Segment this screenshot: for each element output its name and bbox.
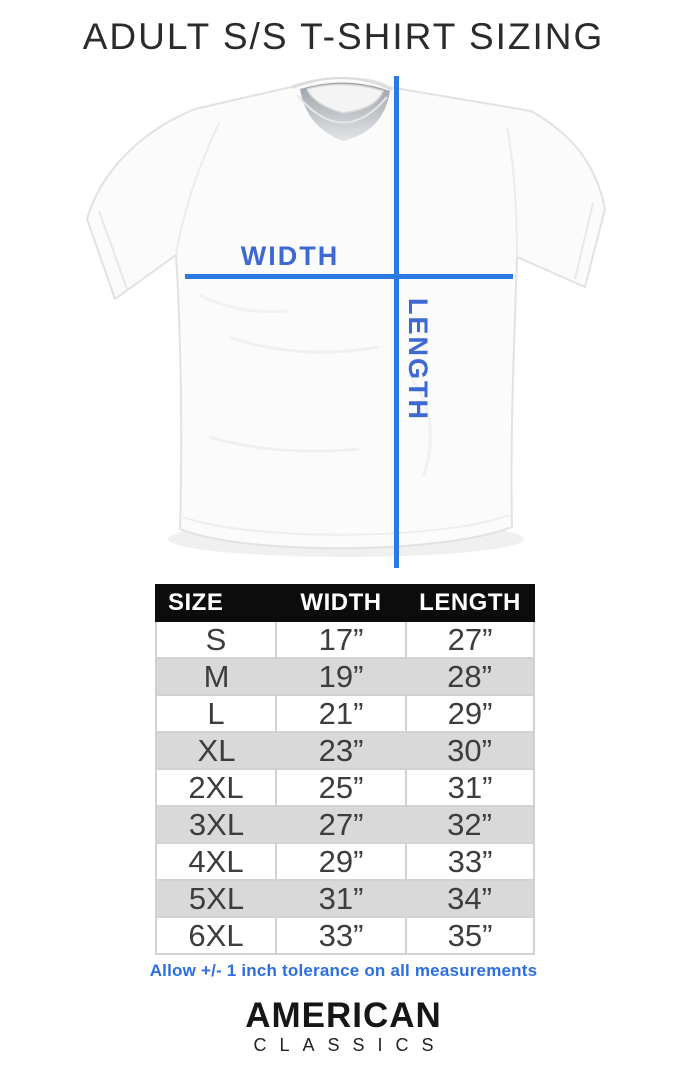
width-measure-line: [185, 274, 513, 279]
cell-width: 31”: [276, 879, 406, 918]
cell-size: 5XL: [156, 879, 276, 918]
cell-size: 3XL: [156, 805, 276, 844]
table-row: S 17” 27”: [155, 620, 535, 659]
cell-length: 32”: [406, 805, 534, 844]
cell-length: 34”: [406, 879, 534, 918]
cell-size: XL: [156, 731, 276, 770]
column-header-width: WIDTH: [275, 584, 407, 622]
cell-length: 35”: [405, 916, 535, 955]
table-row: L 21” 29”: [155, 694, 535, 733]
cell-width: 19”: [276, 657, 406, 696]
cell-size: L: [155, 694, 277, 733]
table-row: 3XL 27” 32”: [156, 805, 534, 844]
table-header-row: SIZE WIDTH LENGTH: [155, 584, 535, 622]
tshirt-image: [86, 77, 606, 557]
cell-width: 21”: [275, 694, 407, 733]
table-row: 5XL 31” 34”: [156, 879, 534, 918]
cell-width: 17”: [275, 620, 407, 659]
cell-width: 33”: [275, 916, 407, 955]
table-row: XL 23” 30”: [156, 731, 534, 770]
cell-length: 33”: [405, 842, 535, 881]
table-row: M 19” 28”: [156, 657, 534, 696]
cell-width: 23”: [276, 731, 406, 770]
cell-size: 2XL: [155, 768, 277, 807]
cell-width: 25”: [275, 768, 407, 807]
cell-length: 30”: [406, 731, 534, 770]
brand-logo: AMERICAN CLASSICS: [0, 998, 687, 1054]
column-header-length: LENGTH: [405, 584, 535, 622]
table-row: 6XL 33” 35”: [155, 916, 535, 955]
length-measure-line: [394, 76, 399, 568]
brand-subname: CLASSICS: [253, 1035, 447, 1055]
column-header-size: SIZE: [155, 584, 277, 622]
cell-length: 29”: [405, 694, 535, 733]
table-row: 2XL 25” 31”: [155, 768, 535, 807]
cell-length: 31”: [405, 768, 535, 807]
cell-width: 27”: [276, 805, 406, 844]
cell-length: 28”: [406, 657, 534, 696]
cell-size: 4XL: [155, 842, 277, 881]
tolerance-note: Allow +/- 1 inch tolerance on all measur…: [149, 961, 538, 980]
tshirt-figure: WIDTH LENGTH: [79, 75, 609, 575]
brand-name: AMERICAN: [245, 996, 442, 1035]
length-label: LENGTH: [403, 298, 433, 421]
cell-size: S: [155, 620, 277, 659]
cell-size: M: [156, 657, 276, 696]
width-label: WIDTH: [240, 241, 340, 271]
cell-width: 29”: [275, 842, 407, 881]
cell-length: 27”: [405, 620, 535, 659]
table-row: 4XL 29” 33”: [155, 842, 535, 881]
size-table: SIZE WIDTH LENGTH S 17” 27” M 19” 28” L …: [155, 584, 535, 955]
page-title: ADULT S/S T-SHIRT SIZING: [82, 16, 605, 57]
cell-size: 6XL: [155, 916, 277, 955]
